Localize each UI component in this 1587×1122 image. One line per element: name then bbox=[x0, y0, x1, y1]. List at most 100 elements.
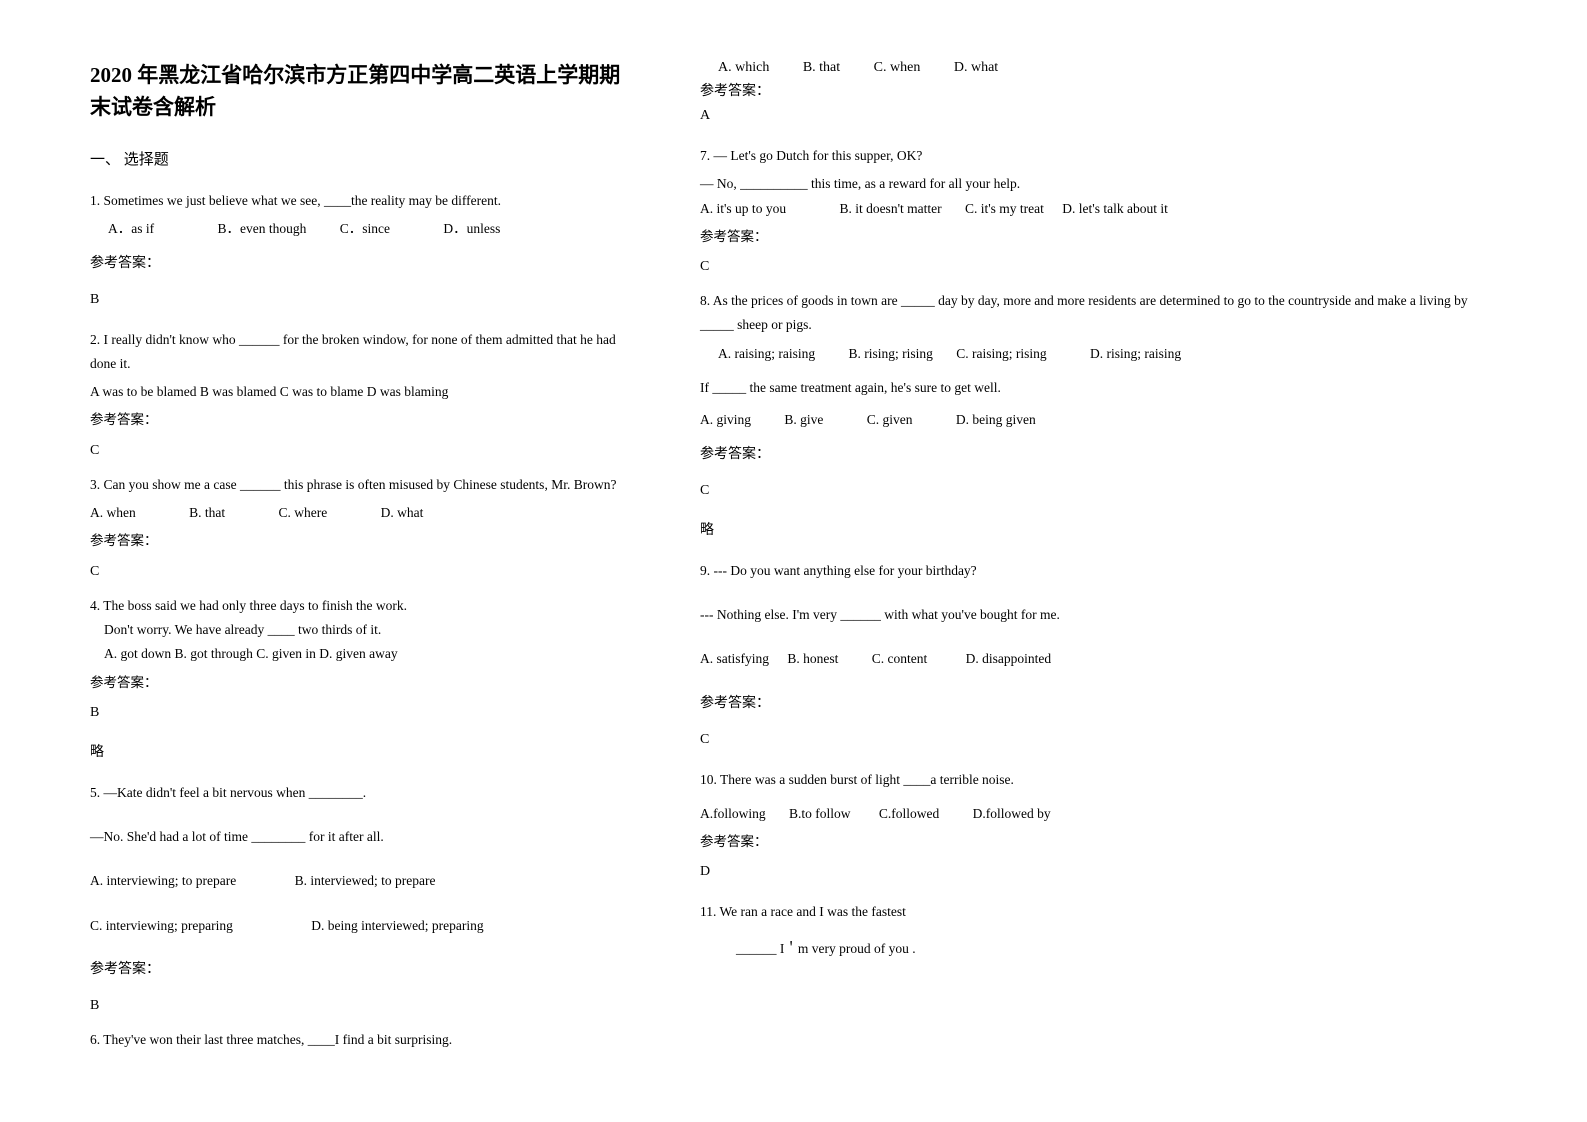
q9-text: 9. --- Do you want anything else for you… bbox=[700, 559, 1497, 583]
q7-line2: — No, __________ this time, as a reward … bbox=[700, 172, 1497, 196]
q2-answer: C bbox=[90, 443, 630, 459]
q8-opt2D: D. being given bbox=[956, 408, 1036, 432]
q6-answer-label: 参考答案： bbox=[700, 80, 1497, 100]
q6-text: 6. They've won their last three matches,… bbox=[90, 1028, 630, 1052]
q9-optB: B. honest bbox=[787, 647, 838, 671]
q5-optD: D. being interviewed; preparing bbox=[311, 914, 483, 938]
q1-answer-label: 参考答案： bbox=[90, 252, 630, 272]
q3-text: 3. Can you show me a case ______ this ph… bbox=[90, 473, 630, 497]
q8-optA: A. raising; raising bbox=[718, 342, 815, 366]
question-5: 5. —Kate didn't feel a bit nervous when … bbox=[90, 781, 630, 938]
q10-answer: D bbox=[700, 864, 1497, 880]
q1-optC: C．since bbox=[340, 217, 390, 241]
q6-optB: B. that bbox=[803, 60, 840, 76]
q9-answer: C bbox=[700, 732, 1497, 748]
q3-optD: D. what bbox=[381, 501, 424, 525]
q3-answer-label: 参考答案： bbox=[90, 529, 630, 553]
q9-answer-label: 参考答案： bbox=[700, 692, 1497, 712]
q5-line2: —No. She'd had a lot of time ________ fo… bbox=[90, 825, 630, 849]
q10-optC: C.followed bbox=[879, 802, 939, 826]
q10-options: A.following B.to follow C.followed D.fol… bbox=[700, 802, 1497, 826]
q7-options: A. it's up to you B. it doesn't matter C… bbox=[700, 197, 1497, 221]
q1-optB: B．even though bbox=[218, 217, 307, 241]
q3-options: A. when B. that C. where D. what bbox=[90, 501, 630, 525]
q8-line3: If _____ the same treatment again, he's … bbox=[700, 376, 1497, 400]
q5-options-row1: A. interviewing; to prepare B. interview… bbox=[90, 869, 630, 893]
q1-optA: A．as if bbox=[108, 217, 154, 241]
q8-answer: C bbox=[700, 483, 1497, 499]
q5-options-row2: C. interviewing; preparing D. being inte… bbox=[90, 914, 630, 938]
q4-answer-label: 参考答案： bbox=[90, 671, 630, 695]
q1-text: 1. Sometimes we just believe what we see… bbox=[90, 189, 630, 213]
q8-optD: D. rising; raising bbox=[1090, 342, 1181, 366]
q3-optA: A. when bbox=[90, 501, 136, 525]
q3-optB: B. that bbox=[189, 501, 225, 525]
q9-optC: C. content bbox=[872, 647, 928, 671]
q9-options: A. satisfying B. honest C. content D. di… bbox=[700, 647, 1497, 671]
q7-optB: B. it doesn't matter bbox=[839, 197, 941, 221]
q8-opt2C: C. given bbox=[867, 408, 913, 432]
question-1: 1. Sometimes we just believe what we see… bbox=[90, 189, 630, 242]
q1-options: A．as if B．even though C．since D．unless bbox=[90, 217, 630, 241]
question-2: 2. I really didn't know who ______ for t… bbox=[90, 328, 630, 433]
q8-options2: A. giving B. give C. given D. being give… bbox=[700, 408, 1497, 432]
q10-answer-label: 参考答案： bbox=[700, 830, 1497, 854]
q6-optC: C. when bbox=[874, 60, 921, 76]
q7-answer: C bbox=[700, 259, 1497, 275]
q7-optA: A. it's up to you bbox=[700, 197, 786, 221]
right-column: A. which B. that C. when D. what 参考答案： A… bbox=[700, 60, 1497, 1062]
q8-opt2A: A. giving bbox=[700, 408, 751, 432]
q7-answer-label: 参考答案： bbox=[700, 225, 1497, 249]
q11-text: 11. We ran a race and I was the fastest bbox=[700, 900, 1497, 924]
q4-options: A. got down B. got through C. given in D… bbox=[90, 642, 630, 666]
q8-answer-label: 参考答案： bbox=[700, 443, 1497, 463]
q5-optB: B. interviewed; to prepare bbox=[295, 869, 436, 893]
q2-text-content: 2. I really didn't know who ______ for t… bbox=[90, 328, 630, 377]
section-header: 一、 选择题 bbox=[90, 148, 630, 169]
page-title: 2020 年黑龙江省哈尔滨市方正第四中学高二英语上学期期末试卷含解析 bbox=[90, 60, 630, 123]
q8-opt2B: B. give bbox=[784, 408, 823, 432]
question-7: 7. — Let's go Dutch for this supper, OK?… bbox=[700, 144, 1497, 249]
q3-answer: C bbox=[90, 564, 630, 580]
q9-optA: A. satisfying bbox=[700, 647, 769, 671]
q6-options: A. which B. that C. when D. what bbox=[700, 60, 1497, 76]
question-8: 8. As the prices of goods in town are __… bbox=[700, 289, 1497, 432]
question-9: 9. --- Do you want anything else for you… bbox=[700, 559, 1497, 672]
q4-line2: Don't worry. We have already ____ two th… bbox=[90, 618, 630, 642]
question-3: 3. Can you show me a case ______ this ph… bbox=[90, 473, 630, 554]
q5-optA: A. interviewing; to prepare bbox=[90, 869, 236, 893]
q1-answer: B bbox=[90, 292, 630, 308]
q7-text: 7. — Let's go Dutch for this supper, OK? bbox=[700, 144, 1497, 168]
q2-text: 2. I really didn't know who ______ for t… bbox=[90, 328, 630, 377]
q6-answer: A bbox=[700, 108, 1497, 124]
q5-optC: C. interviewing; preparing bbox=[90, 914, 233, 938]
question-10: 10. There was a sudden burst of light __… bbox=[700, 768, 1497, 855]
q4-answer: B bbox=[90, 705, 630, 721]
q11-line2: ______ I＇m very proud of you . bbox=[700, 937, 1497, 961]
question-4: 4. The boss said we had only three days … bbox=[90, 594, 630, 695]
q10-text: 10. There was a sudden burst of light __… bbox=[700, 768, 1497, 792]
q8-note: 略 bbox=[700, 519, 1497, 539]
q1-optD: D．unless bbox=[443, 217, 500, 241]
q10-optD: D.followed by bbox=[973, 802, 1051, 826]
q6-optD: D. what bbox=[954, 60, 998, 76]
q8-options: A. raising; raising B. rising; rising C.… bbox=[700, 342, 1497, 366]
q7-optD: D. let's talk about it bbox=[1062, 197, 1168, 221]
left-column: 2020 年黑龙江省哈尔滨市方正第四中学高二英语上学期期末试卷含解析 一、 选择… bbox=[90, 60, 630, 1062]
q3-optC: C. where bbox=[279, 501, 328, 525]
q5-answer: B bbox=[90, 998, 630, 1014]
q2-options: A was to be blamed B was blamed C was to… bbox=[90, 380, 630, 404]
q5-text: 5. —Kate didn't feel a bit nervous when … bbox=[90, 781, 630, 805]
q6-optA: A. which bbox=[718, 60, 769, 76]
q9-line2: --- Nothing else. I'm very ______ with w… bbox=[700, 603, 1497, 627]
question-6: 6. They've won their last three matches,… bbox=[90, 1028, 630, 1052]
q8-text: 8. As the prices of goods in town are __… bbox=[700, 289, 1497, 338]
q4-note: 略 bbox=[90, 741, 630, 761]
q10-optB: B.to follow bbox=[789, 802, 851, 826]
q2-answer-label: 参考答案： bbox=[90, 408, 630, 432]
q7-optC: C. it's my treat bbox=[965, 197, 1044, 221]
q8-optB: B. rising; rising bbox=[849, 342, 933, 366]
q10-optA: A.following bbox=[700, 802, 766, 826]
q4-line1: 4. The boss said we had only three days … bbox=[90, 594, 630, 618]
q5-answer-label: 参考答案： bbox=[90, 958, 630, 978]
